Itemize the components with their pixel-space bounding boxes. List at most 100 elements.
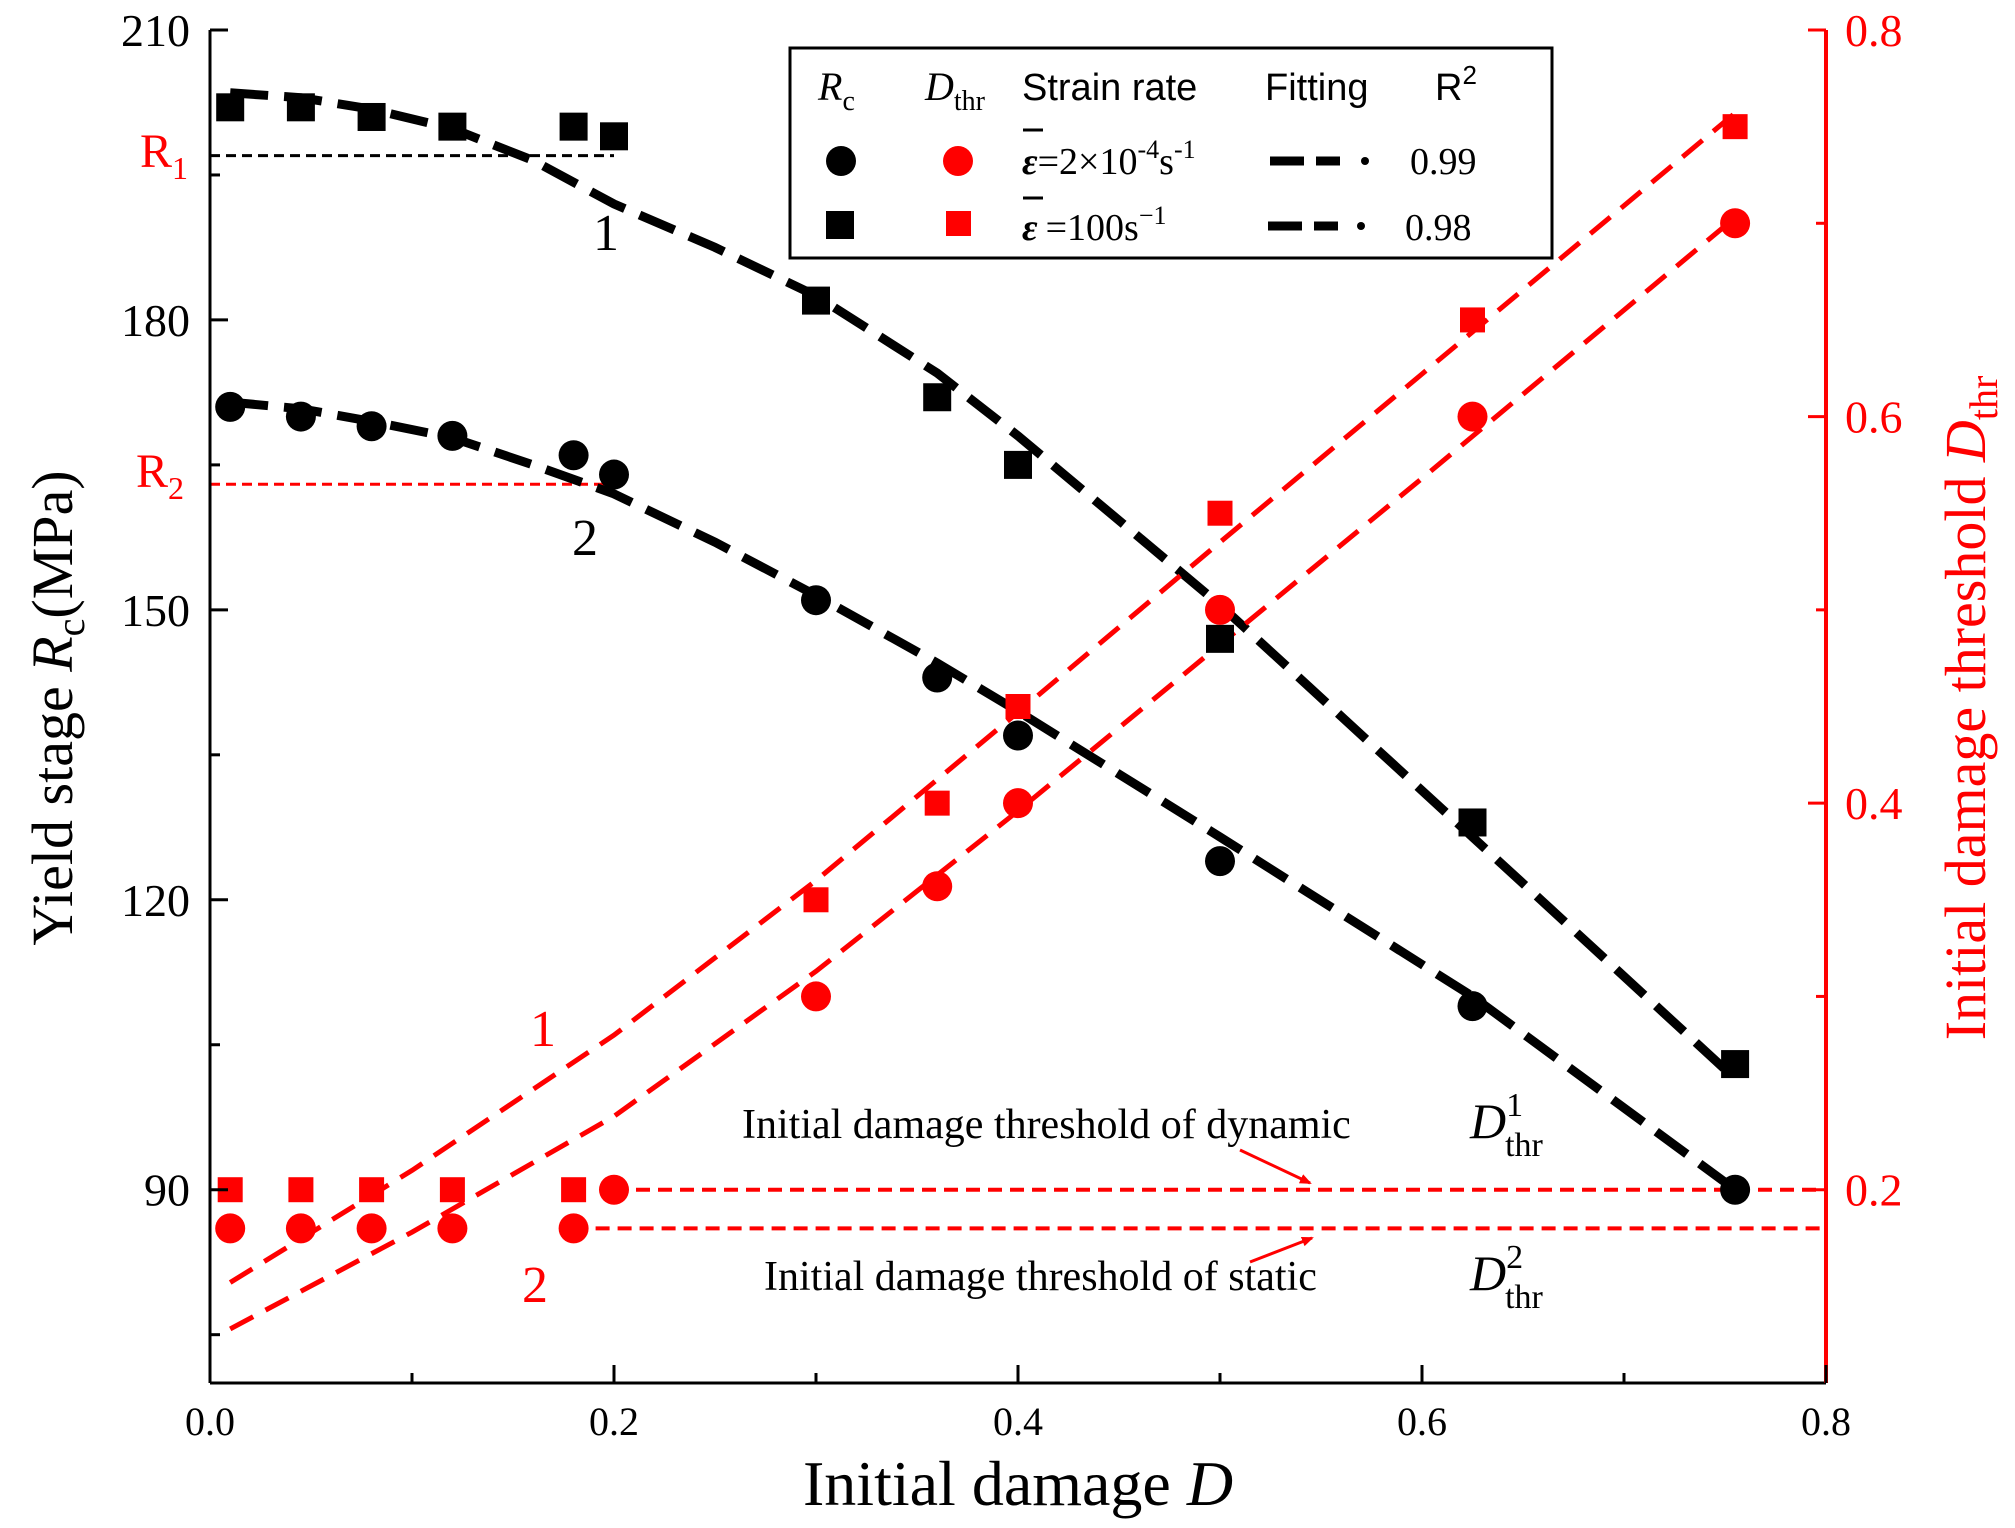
x-axis-title: Initial damage D (803, 1448, 1233, 1519)
data-point-rc-static (922, 662, 953, 693)
annotation-static-symbol: D2 thr (1469, 1239, 1544, 1316)
legend-marker-rc-static (826, 146, 856, 176)
data-point-rc-dynamic (559, 112, 588, 141)
data-point-dthr-static (215, 1213, 246, 1244)
data-point-dthr-dynamic (1460, 307, 1485, 333)
annotation-dynamic: Initial damage threshold of dynamic (742, 1102, 1351, 1148)
data-point-dthr-static (599, 1174, 629, 1205)
legend: Rc Dthr Strain rate Fitting R2 ε=2×10-4s… (788, 46, 1554, 260)
data-point-dthr-static (1457, 401, 1488, 432)
data-point-dthr-dynamic (924, 790, 950, 816)
curve-label-dthr-1: 1 (530, 1001, 556, 1058)
legend-marker-dthr-static (943, 146, 973, 176)
fit-curve-3 (229, 215, 1737, 1332)
data-point-rc-static (1205, 846, 1235, 877)
data-point-rc-static (1003, 720, 1033, 751)
x-tick-label: 0.8 (1801, 1399, 1851, 1444)
data-point-rc-dynamic (1721, 1050, 1750, 1079)
legend-fit-dot-static (1361, 157, 1369, 165)
curve-label-rc-2: 2 (572, 510, 598, 567)
data-point-dthr-static (437, 1213, 468, 1244)
data-point-dthr-dynamic (439, 1177, 465, 1203)
data-point-rc-dynamic (802, 286, 830, 315)
y-left-tick-label: 210 (121, 5, 190, 56)
legend-header-rc: Rc (817, 64, 855, 117)
data-point-rc-dynamic (1206, 624, 1234, 653)
data-point-dthr-dynamic (359, 1177, 385, 1203)
legend-r2-static: 0.99 (1410, 141, 1477, 183)
data-point-rc-dynamic (438, 112, 467, 141)
data-point-dthr-static (922, 871, 953, 902)
data-point-dthr-static (1003, 788, 1033, 819)
legend-r2-dynamic: 0.98 (1405, 207, 1472, 249)
data-point-rc-static (356, 411, 387, 442)
data-point-rc-static (599, 459, 629, 490)
annotation-dynamic-arrow (1239, 1148, 1312, 1185)
legend-rate-static: ε=2×10-4s-1 (1022, 135, 1196, 183)
data-point-dthr-static (558, 1213, 589, 1244)
data-point-dthr-dynamic (1005, 694, 1031, 719)
data-point-rc-static (558, 440, 589, 471)
x-tick-label: 0.2 (589, 1399, 639, 1444)
x-tick-label: 0.0 (185, 1399, 235, 1444)
reference-lines (210, 154, 1826, 1231)
data-point-rc-dynamic (1458, 808, 1487, 837)
data-point-rc-static (215, 391, 246, 422)
annotation-static: Initial damage threshold of static (764, 1254, 1317, 1300)
data-point-rc-dynamic (1004, 450, 1032, 479)
curve-label-rc-1: 1 (593, 205, 619, 262)
data-point-rc-static (801, 585, 831, 616)
legend-rate-dynamic: ε =100s−1 (1022, 201, 1166, 249)
data-point-dthr-static (801, 981, 831, 1012)
data-point-rc-static (1457, 991, 1488, 1022)
data-point-rc-dynamic (600, 122, 628, 151)
data-point-dthr-dynamic (288, 1177, 314, 1203)
y-right-tick-label: 0.2 (1845, 1165, 1903, 1216)
data-point-dthr-dynamic (803, 887, 829, 913)
data-point-rc-dynamic (357, 102, 386, 131)
data-point-dthr-dynamic (561, 1177, 587, 1203)
fit-curve-4 (228, 111, 1737, 1285)
y-right-tick-label: 0.4 (1845, 778, 1903, 829)
r1-label: R1 (140, 125, 188, 186)
legend-marker-dthr-dynamic (946, 211, 971, 236)
y-left-tick-label: 120 (121, 875, 190, 926)
x-tick-label: 0.4 (993, 1399, 1043, 1444)
data-point-rc-static (285, 401, 316, 432)
data-point-rc-dynamic (216, 93, 245, 122)
legend-box (788, 46, 1554, 260)
data-points (215, 93, 1751, 1244)
data-point-rc-dynamic (286, 93, 315, 122)
y-right-axis-title: Initial damage threshold Dthr (1933, 376, 2006, 1041)
annotation-static-arrow (1249, 1236, 1314, 1264)
data-point-dthr-dynamic (1207, 500, 1233, 526)
legend-fit-dot-dynamic (1357, 222, 1365, 230)
data-point-dthr-static (356, 1213, 387, 1244)
y-left-axis-title: Yield stage Rc(MPa) (20, 470, 93, 945)
legend-header-r2: R2 (1435, 60, 1477, 109)
data-point-dthr-static (1720, 208, 1751, 239)
legend-marker-rc-dynamic (826, 211, 854, 239)
r2-label: R2 (136, 445, 184, 506)
y-left-tick-label: 180 (121, 295, 190, 346)
data-point-dthr-dynamic (1722, 114, 1748, 140)
curve-label-dthr-2: 2 (522, 1257, 548, 1314)
axis-ticks: 0.0 0.2 0.4 0.6 0.8 90 120 150 180 210 0.2 0.4 0.6 0.… (121, 5, 1903, 1444)
x-tick-label: 0.6 (1397, 1399, 1447, 1444)
y-left-tick-label: 90 (144, 1165, 190, 1216)
data-point-rc-dynamic (923, 383, 952, 412)
data-point-dthr-static (285, 1213, 316, 1244)
y-right-tick-label: 0.6 (1845, 392, 1903, 443)
legend-header-dthr: Dthr (924, 64, 986, 117)
legend-header-fitting: Fitting (1265, 67, 1368, 109)
y-left-tick-label: 150 (121, 585, 190, 636)
annotation-dynamic-symbol: D1 thr (1469, 1087, 1544, 1164)
data-point-rc-static (437, 420, 468, 451)
data-point-rc-static (1720, 1174, 1751, 1205)
legend-header-strain: Strain rate (1022, 67, 1197, 109)
data-point-dthr-static (1205, 594, 1235, 625)
y-right-tick-label: 0.8 (1845, 5, 1903, 56)
fit-curve-1 (229, 397, 1738, 1194)
